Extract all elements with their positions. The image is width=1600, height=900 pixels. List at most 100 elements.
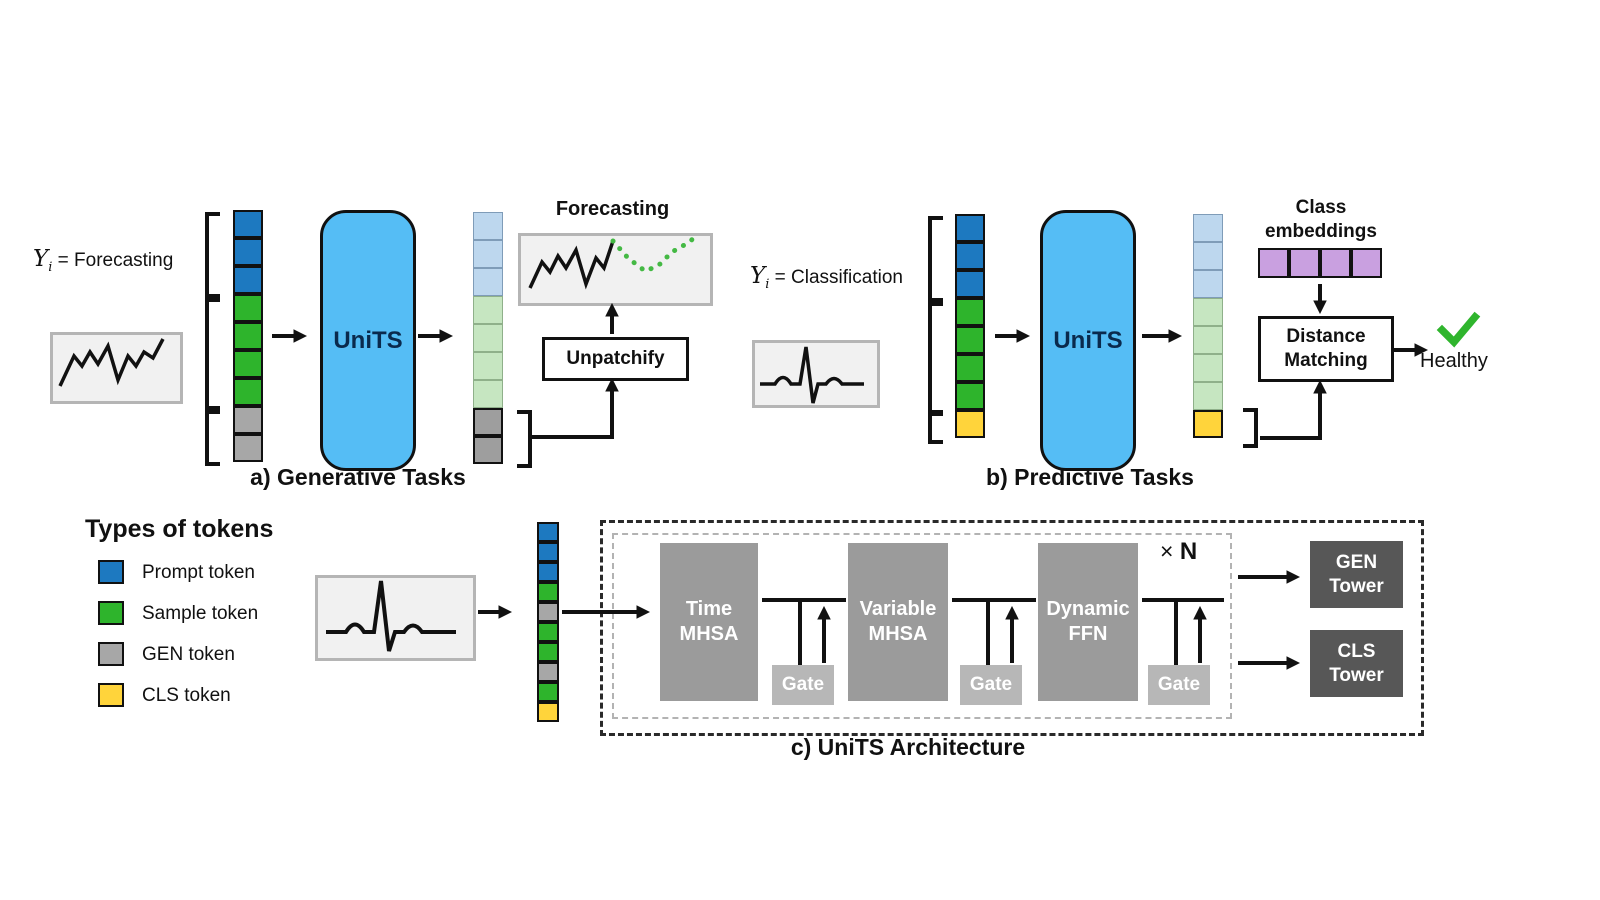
units-model-box-a: UniTS	[320, 210, 416, 471]
variable-mhsa-label: Variable MHSA	[859, 598, 937, 645]
token-cell-gen	[233, 406, 263, 434]
class-embeddings-row	[1258, 248, 1382, 278]
n-symbol: N	[1179, 538, 1198, 565]
token-cell-prompt	[537, 562, 559, 582]
units-label: UniTS	[333, 326, 403, 354]
token-cell-prompt-out	[473, 268, 503, 296]
input-ecg-plot-c	[315, 575, 476, 661]
token-cell-sample-out	[1193, 382, 1223, 410]
cls-tower-label: CLS Tower	[1329, 640, 1384, 686]
gate-label: Gate	[781, 674, 825, 695]
legend-swatch-gen	[98, 642, 124, 666]
times-symbol: ×	[1160, 538, 1174, 564]
forecasting-title: Forecasting	[555, 198, 670, 220]
token-cell-sample-out	[473, 324, 503, 352]
distance-matching-box: Distance Matching	[1258, 316, 1394, 382]
caption-a: a) Generative Tasks	[250, 464, 466, 490]
input-ecg-plot-b	[752, 340, 880, 408]
cls-group-bracket	[928, 412, 943, 444]
token-cell-prompt-out	[1193, 270, 1223, 298]
token-cell-sample-out	[1193, 354, 1223, 382]
class-embedding-cell-class-emb	[1351, 248, 1382, 278]
token-cell-prompt	[955, 270, 985, 298]
token-cell-sample	[233, 322, 263, 350]
y-symbol: Y	[750, 263, 766, 289]
caption-b: b) Predictive Tasks	[986, 464, 1194, 490]
units-model-box-b: UniTS	[1040, 210, 1136, 471]
token-cell-cls	[955, 410, 985, 438]
task-label-classification: Yi = Classification	[750, 263, 903, 292]
token-column-c	[537, 522, 559, 722]
token-cell-cls	[537, 702, 559, 722]
y-subscript: i	[48, 259, 53, 275]
token-cell-gen	[233, 434, 263, 462]
gate-label: Gate	[969, 674, 1013, 695]
units-label: UniTS	[1053, 326, 1123, 354]
prompt-group-bracket	[928, 216, 943, 302]
dynamic-ffn-label: Dynamic FFN	[1046, 598, 1130, 645]
legend-label-gen: GEN token	[142, 644, 235, 665]
legend-swatch-prompt	[98, 560, 124, 584]
token-cell-prompt	[955, 214, 985, 242]
sample-group-bracket	[928, 302, 943, 414]
forecast-plot	[518, 233, 713, 306]
token-cell-prompt	[233, 266, 263, 294]
token-cell-sample	[537, 622, 559, 642]
time-mhsa-label: Time MHSA	[679, 598, 739, 645]
token-cell-sample	[955, 382, 985, 410]
token-cell-sample-out	[1193, 298, 1223, 326]
legend-swatch-sample	[98, 601, 124, 625]
token-cell-prompt	[233, 238, 263, 266]
token-cell-prompt	[233, 210, 263, 238]
token-cell-gen	[537, 662, 559, 682]
task-text: = Classification	[774, 267, 903, 288]
y-symbol: Y	[33, 246, 49, 272]
result-label: Healthy	[1420, 350, 1488, 372]
input-token-column-b	[955, 214, 985, 438]
token-cell-prompt	[537, 542, 559, 562]
token-cell-prompt	[537, 522, 559, 542]
token-cell-sample	[955, 354, 985, 382]
legend-label-prompt: Prompt token	[142, 562, 255, 583]
output-token-column-b	[1193, 214, 1223, 438]
gen-tower-label: GEN Tower	[1329, 551, 1384, 597]
cls-output-bracket	[1243, 408, 1258, 448]
token-cell-sample	[955, 298, 985, 326]
gen-group-bracket	[205, 410, 220, 466]
token-cell-gen-out	[473, 408, 503, 436]
checkmark-icon	[1436, 311, 1481, 348]
legend-title: Types of tokens	[85, 515, 274, 543]
prompt-group-bracket	[205, 212, 220, 298]
gate-2: Gate	[960, 665, 1022, 705]
task-text: = Forecasting	[57, 250, 174, 271]
token-cell-sample	[233, 350, 263, 378]
class-embedding-cell-class-emb	[1289, 248, 1320, 278]
gate-3: Gate	[1148, 665, 1210, 705]
dynamic-ffn-block: Dynamic FFN	[1038, 543, 1138, 701]
token-cell-prompt-out	[1193, 242, 1223, 270]
legend-swatch-cls	[98, 683, 124, 707]
cls-tower-box: CLS Tower	[1310, 630, 1403, 697]
token-cell-prompt-out	[473, 212, 503, 240]
architecture-outer-box	[600, 520, 1424, 736]
legend-label-cls: CLS token	[142, 685, 231, 706]
variable-mhsa-block: Variable MHSA	[848, 543, 948, 701]
sample-group-bracket	[205, 298, 220, 410]
token-cell-sample	[955, 326, 985, 354]
connector-cls-token-to-distance	[1260, 379, 1327, 440]
token-cell-prompt	[955, 242, 985, 270]
caption-c: c) UniTS Architecture	[790, 734, 1026, 760]
gate-label: Gate	[1157, 674, 1201, 695]
distance-matching-label: Distance Matching	[1284, 326, 1368, 371]
time-mhsa-block: Time MHSA	[660, 543, 758, 701]
repeat-n-label: × N	[1160, 538, 1197, 566]
token-cell-sample-out	[473, 352, 503, 380]
token-cell-gen-out	[473, 436, 503, 464]
class-embedding-cell-class-emb	[1258, 248, 1289, 278]
task-label-forecasting: Yi = Forecasting	[33, 246, 173, 275]
y-subscript: i	[765, 276, 770, 292]
gen-output-bracket	[517, 410, 532, 468]
unpatchify-box: Unpatchify	[542, 337, 689, 381]
input-series-plot-a	[50, 332, 183, 404]
